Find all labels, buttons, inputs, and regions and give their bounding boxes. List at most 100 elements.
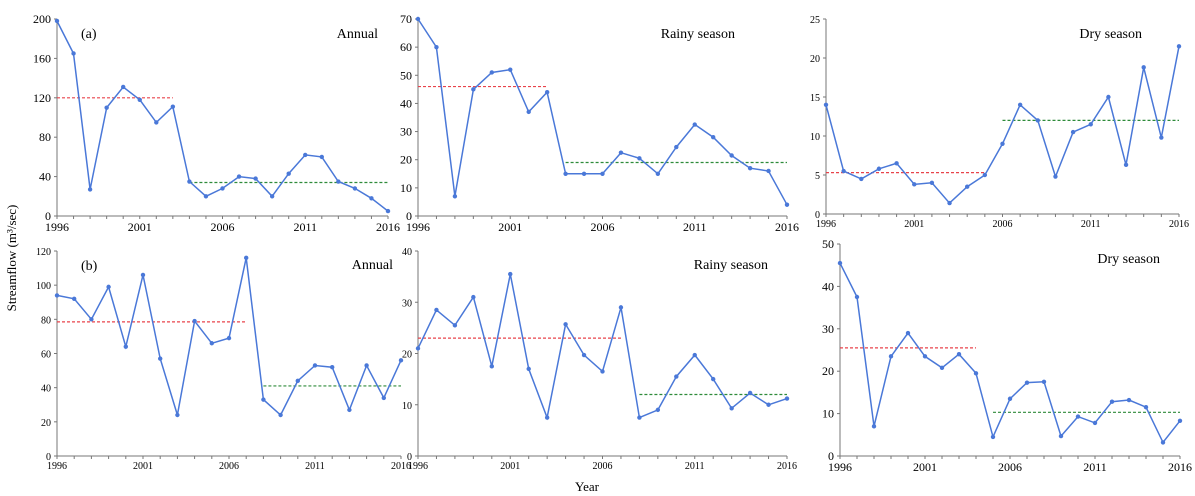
data-point: [137, 97, 142, 102]
data-point: [471, 87, 476, 92]
data-point: [674, 374, 679, 379]
data-point: [336, 179, 341, 184]
data-point: [434, 307, 439, 313]
x-tick-label: 2016: [1168, 460, 1192, 474]
data-point: [655, 171, 661, 176]
panel-title: Annual: [352, 258, 393, 273]
data-point: [766, 402, 771, 407]
data-point: [637, 156, 642, 161]
y-tick-label: 30: [400, 125, 412, 139]
data-point: [729, 153, 734, 158]
data-point: [854, 294, 860, 300]
data-point: [319, 154, 324, 160]
data-point: [655, 407, 661, 413]
data-point: [1160, 440, 1166, 445]
data-point: [563, 171, 568, 176]
figure-y-axis-label: Streamflow (m³/sec): [4, 205, 19, 312]
x-tick-label: 1996: [406, 220, 430, 234]
data-point: [236, 174, 242, 179]
x-tick-label: 2016: [1169, 219, 1189, 230]
data-point: [303, 152, 308, 158]
x-tick-label: 2001: [128, 220, 152, 234]
panel-title: Dry season: [1097, 252, 1160, 267]
data-point: [187, 179, 192, 184]
panel-letter: (b): [81, 259, 98, 274]
data-point: [1159, 135, 1164, 140]
data-point: [692, 352, 697, 358]
y-tick-label: 120: [33, 91, 51, 105]
data-point: [1143, 405, 1149, 410]
data-point: [286, 171, 291, 176]
y-tick-label: 10: [400, 181, 412, 195]
data-point: [1141, 65, 1146, 70]
data-point: [209, 341, 214, 346]
data-point: [452, 323, 458, 328]
x-tick-label: 2016: [777, 461, 797, 472]
x-tick-label: 1996: [47, 461, 67, 472]
data-point: [990, 434, 996, 440]
data-point: [1024, 380, 1030, 385]
x-tick-label: 2006: [998, 460, 1022, 474]
y-tick-label: 0: [46, 452, 51, 463]
data-point: [1126, 397, 1132, 403]
data-point: [364, 363, 369, 368]
data-point: [203, 194, 209, 199]
data-point: [71, 51, 76, 56]
data-point: [729, 406, 734, 411]
y-tick-label: 0: [406, 209, 412, 223]
data-point: [1106, 94, 1111, 100]
y-tick-label: 5: [815, 171, 820, 182]
y-tick-label: 10: [810, 132, 820, 143]
data-point: [747, 165, 753, 171]
x-tick-label: 2011: [293, 220, 317, 234]
data-point: [175, 412, 180, 418]
data-point: [369, 196, 374, 201]
data-point: [220, 186, 225, 191]
data-point: [965, 184, 970, 189]
y-tick-label: 40: [402, 247, 412, 258]
data-point: [581, 352, 587, 358]
y-tick-label: 0: [828, 449, 834, 463]
data-point: [170, 104, 176, 109]
data-point: [1088, 122, 1093, 127]
data-point: [912, 182, 917, 187]
x-tick-label: 1996: [828, 460, 852, 474]
data-point: [544, 415, 550, 420]
data-point: [922, 354, 928, 359]
x-tick-label: 2001: [904, 219, 924, 230]
x-tick-label: 2011: [1081, 219, 1101, 230]
data-point: [72, 296, 77, 302]
data-point: [784, 396, 790, 401]
x-tick-label: 2001: [500, 461, 520, 472]
y-tick-label: 25: [810, 15, 820, 26]
data-point: [929, 180, 935, 185]
data-point: [973, 371, 979, 376]
panel-title: Dry season: [1079, 27, 1142, 42]
x-tick-label: 2001: [913, 460, 937, 474]
data-point: [905, 330, 911, 336]
data-point: [837, 260, 843, 266]
data-point: [278, 412, 283, 418]
data-point: [1041, 379, 1047, 384]
x-tick-label: 2016: [391, 461, 411, 472]
y-tick-label: 200: [33, 12, 51, 26]
y-tick-label: 30: [402, 298, 412, 309]
y-tick-label: 0: [45, 209, 51, 223]
panel-title: Annual: [337, 27, 378, 42]
data-point: [871, 424, 877, 429]
x-tick-label: 2011: [1083, 460, 1107, 474]
x-tick-label: 2006: [993, 219, 1013, 230]
data-point: [192, 318, 197, 324]
y-tick-label: 10: [402, 401, 412, 412]
y-tick-label: 0: [815, 210, 820, 221]
data-point: [398, 358, 404, 363]
data-point: [381, 395, 386, 401]
panel-0: 0 40 80 120 160 200 1996 2001 2006 2011 2016 Annual…: [33, 12, 400, 234]
x-tick-label: 2011: [685, 461, 705, 472]
data-point: [859, 176, 864, 182]
x-tick-label: 2016: [775, 220, 799, 234]
data-point: [415, 346, 421, 351]
data-point: [434, 44, 439, 50]
data-point: [563, 322, 568, 327]
